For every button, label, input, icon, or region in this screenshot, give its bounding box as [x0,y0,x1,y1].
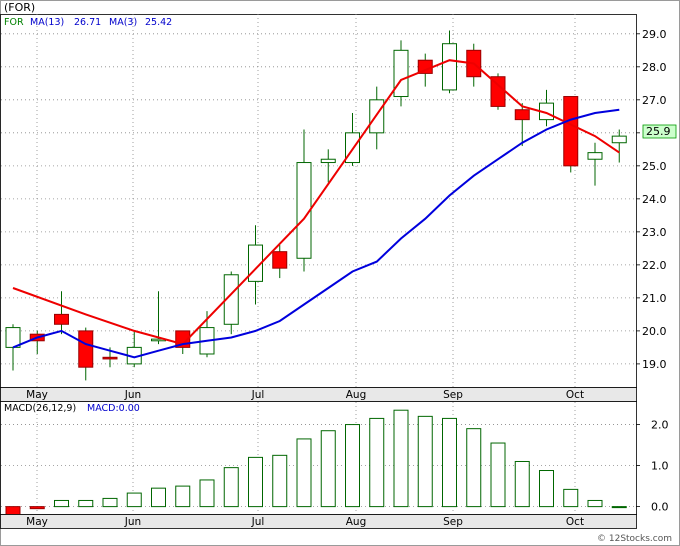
macd-bar [248,456,263,508]
last-price-box [642,124,677,139]
candle-up [223,274,239,325]
macd-bar [345,424,360,508]
macd-bar [199,479,215,508]
macd-bar [587,499,603,508]
price-x-tick-label: May [26,389,48,401]
macd-x-tick-label: Oct [566,516,584,528]
price-x-tick-label: Aug [346,389,367,401]
macd-bar [223,467,239,508]
macd-bar [78,499,94,508]
candle-up [320,158,336,164]
macd-histogram [5,409,627,516]
price-y-tick-label: 21.0 [642,292,667,305]
price-y-tick-label: 23.0 [642,226,667,239]
legend-ma13-label: MA(13) [30,17,64,28]
macd-bar [175,485,191,508]
price-y-tick-label: 28.0 [642,61,667,74]
macd-panel [0,401,637,515]
macd-x-tick-label: Aug [346,516,367,528]
candle-down [514,109,530,121]
macd-y-tick-label: 0.0 [651,501,669,514]
price-y-tick-label: 19.0 [642,358,667,371]
copyright-text: © 12Stocks.com [597,534,672,544]
macd-bar [54,499,69,508]
macd-bar [611,506,627,509]
price-x-axis: May Jun Jul Aug Sep Oct [26,389,584,401]
candle-up [442,43,457,91]
macd-bar [539,470,554,508]
macd-bar-negative [29,506,45,510]
macd-bar [102,497,118,508]
macd-y-axis: 0.0 1.0 2.0 [636,419,669,514]
candle-down [78,330,94,368]
macd-bar [514,460,530,508]
macd-bar [126,492,142,508]
macd-bar [296,438,312,508]
macd-bar [151,487,166,508]
candle-up [393,49,409,98]
macd-bar [466,428,482,508]
candle-down [563,96,579,167]
candle-up [587,152,603,160]
macd-bar [393,409,409,508]
macd-legend: MACD:0.00 [87,403,140,414]
price-y-tick-label: 20.0 [642,325,667,338]
macd-bar [272,454,288,508]
price-x-tick-label: Jun [124,389,141,401]
ma13-line [12,108,620,359]
macd-x-tick-label: May [26,516,48,528]
price-y-tick-label: 24.0 [642,193,667,206]
legend-ma3-value: 25.42 [145,17,172,28]
macd-x-tick-label: Jun [124,516,141,528]
price-y-tick-label: 29.0 [642,28,667,41]
macd-bar [442,417,457,508]
macd-y-tick-label: 2.0 [651,419,669,432]
macd-bar [417,415,433,508]
price-panel [0,14,637,388]
candle-down [54,313,69,325]
macd-title: MACD(26,12,9) [4,403,76,414]
ma3-line [12,59,620,346]
macd-bar [563,488,579,508]
macd-bar [369,417,385,508]
moving-average-lines [12,59,620,359]
macd-x-axis-strip [0,514,637,529]
macd-y-tick-label: 1.0 [651,460,669,473]
macd-x-axis: May Jun Jul Aug Sep Oct [26,516,584,528]
price-x-tick-label: Oct [566,389,584,401]
macd-x-tick-label: Jul [251,516,265,528]
legend-ma3-label: MA(3) [109,17,137,28]
chart-symbol: (FOR) [4,1,35,14]
price-y-tick-label: 22.0 [642,259,667,272]
macd-bar [320,430,336,508]
price-y-tick-label: 27.0 [642,94,667,107]
price-x-axis-strip [0,387,637,402]
macd-bar [490,442,506,508]
legend-ma13-value: 26.71 [74,17,101,28]
legend-for: FOR [4,17,24,28]
last-price-label: 25.9 [646,125,671,138]
candle-up [611,135,627,144]
price-x-tick-label: Jul [251,389,265,401]
candle-down [102,356,118,360]
price-x-tick-label: Sep [443,389,463,401]
candle-down [272,251,288,269]
price-y-tick-label: 25.0 [642,160,667,173]
macd-x-tick-label: Sep [443,516,463,528]
macd-bar-negative [5,506,21,516]
